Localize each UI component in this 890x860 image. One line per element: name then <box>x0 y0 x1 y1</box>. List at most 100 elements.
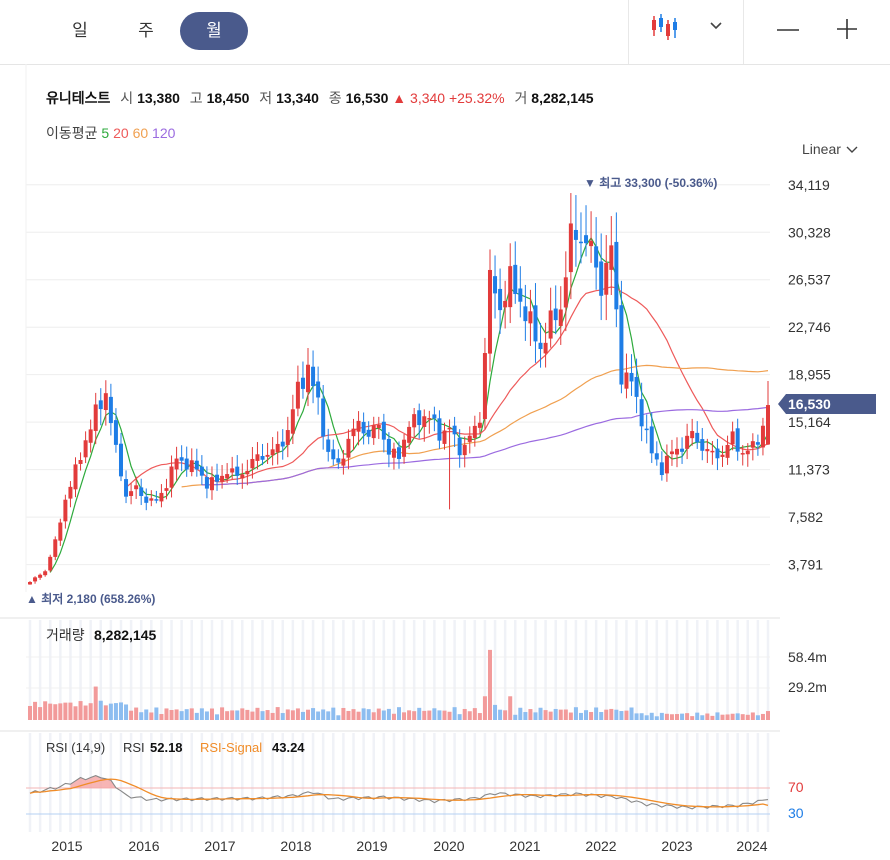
volume-bar <box>391 713 396 720</box>
volume-bar <box>275 707 280 720</box>
candle-body <box>113 420 118 445</box>
volume-bar <box>644 715 649 720</box>
candle-body <box>472 425 477 438</box>
rsi-grid <box>26 733 770 832</box>
volume-bar <box>341 707 346 720</box>
candle-body <box>462 445 467 456</box>
candle-body <box>422 416 427 427</box>
rsi-signal-label: RSI-Signal <box>200 740 262 755</box>
volume-bar <box>361 708 366 720</box>
volume-bar <box>573 707 578 720</box>
volume-bar <box>659 712 664 720</box>
candle-body <box>457 437 462 456</box>
candle-body <box>240 474 245 479</box>
volume-bar <box>58 703 63 720</box>
candle-body <box>740 453 745 455</box>
candle-body <box>169 466 174 488</box>
volume-bar <box>720 714 725 720</box>
candle-body <box>493 276 498 294</box>
volume-bar <box>700 715 705 720</box>
volume-bar <box>629 707 634 720</box>
candle-body <box>98 400 103 410</box>
open-label: 시 <box>120 90 134 106</box>
volume-bars <box>28 649 770 720</box>
volume-bar <box>664 713 669 720</box>
candle-body <box>523 306 528 322</box>
volume-bar <box>33 701 38 720</box>
candle-body <box>311 366 316 387</box>
zoom-in-icon[interactable] <box>834 16 860 42</box>
candle-body <box>58 522 63 541</box>
volume-bar <box>568 712 573 720</box>
volume-bar <box>467 711 472 720</box>
tab-day[interactable]: 일 <box>72 21 88 40</box>
candle-body <box>321 398 326 437</box>
candle-body <box>498 288 503 311</box>
candle-body <box>376 424 381 429</box>
ma-5: 5 <box>101 125 110 141</box>
y-tick-label: 18,955 <box>788 367 831 383</box>
candle-body <box>568 223 573 273</box>
current-price-badge: 16,530 <box>778 394 876 414</box>
high-label: 고 <box>189 90 203 106</box>
volume-bar <box>108 703 113 720</box>
candle-body <box>750 441 755 448</box>
candle-body <box>604 262 609 295</box>
volume-bar <box>159 713 164 720</box>
volume-bar <box>43 701 48 720</box>
volume-bar <box>498 709 503 720</box>
rsi-lines <box>29 775 769 810</box>
y-tick-label: 7,582 <box>788 509 823 525</box>
candle-body <box>189 460 194 473</box>
candle-body <box>766 405 770 445</box>
volume-grid <box>26 620 770 720</box>
candle-body <box>260 455 265 460</box>
volume-bar <box>417 707 422 720</box>
candle-body <box>356 420 361 432</box>
volume-bar <box>38 707 43 720</box>
volume-bar <box>457 714 462 720</box>
volume-bar <box>548 711 553 720</box>
tab-week[interactable]: 주 <box>138 21 154 40</box>
volume-bar <box>649 712 654 720</box>
candle-body <box>371 425 376 439</box>
candle-body <box>154 499 159 501</box>
scale-dropdown[interactable]: Linear <box>802 141 859 157</box>
zoom-out-icon[interactable] <box>774 18 802 42</box>
candle-body <box>194 460 199 470</box>
low-value: 13,340 <box>276 90 319 106</box>
volume-bar <box>28 705 32 720</box>
volume-bar <box>447 711 452 720</box>
candle-body <box>508 266 513 308</box>
volume-bar <box>179 711 184 720</box>
volume-bar <box>306 709 311 720</box>
y-tick-label: 26,537 <box>788 272 831 288</box>
candle-body <box>265 454 270 457</box>
volume-bar <box>725 714 730 720</box>
candle-body <box>533 305 538 342</box>
volume-bar <box>543 710 548 720</box>
volume-bar <box>735 713 740 720</box>
candle-body <box>78 460 83 464</box>
volume-bar <box>199 708 204 720</box>
y-tick-label: 22,746 <box>788 319 831 335</box>
candle-body <box>184 458 189 470</box>
candle-body <box>68 486 73 499</box>
y-tick-label: 30,328 <box>788 224 831 240</box>
rsi-level-70: 70 <box>788 779 804 795</box>
candle-body <box>179 457 184 461</box>
volume-bar <box>766 711 770 720</box>
candle-body <box>619 305 624 385</box>
volume-bar <box>705 713 710 720</box>
volume-bar <box>336 715 341 720</box>
chevron-down-icon[interactable] <box>706 16 726 36</box>
tab-month[interactable]: 월 <box>180 12 248 50</box>
candle-body <box>629 372 634 382</box>
volume-bar <box>113 703 118 720</box>
moving-average-legend: 이동평균 5 20 60 120 <box>46 123 175 143</box>
volume-bar <box>53 704 58 720</box>
volume-bar <box>503 710 508 720</box>
candlestick-icon[interactable] <box>650 10 684 44</box>
close-value: 16,530 <box>345 90 389 106</box>
toolbar-divider <box>743 0 744 64</box>
